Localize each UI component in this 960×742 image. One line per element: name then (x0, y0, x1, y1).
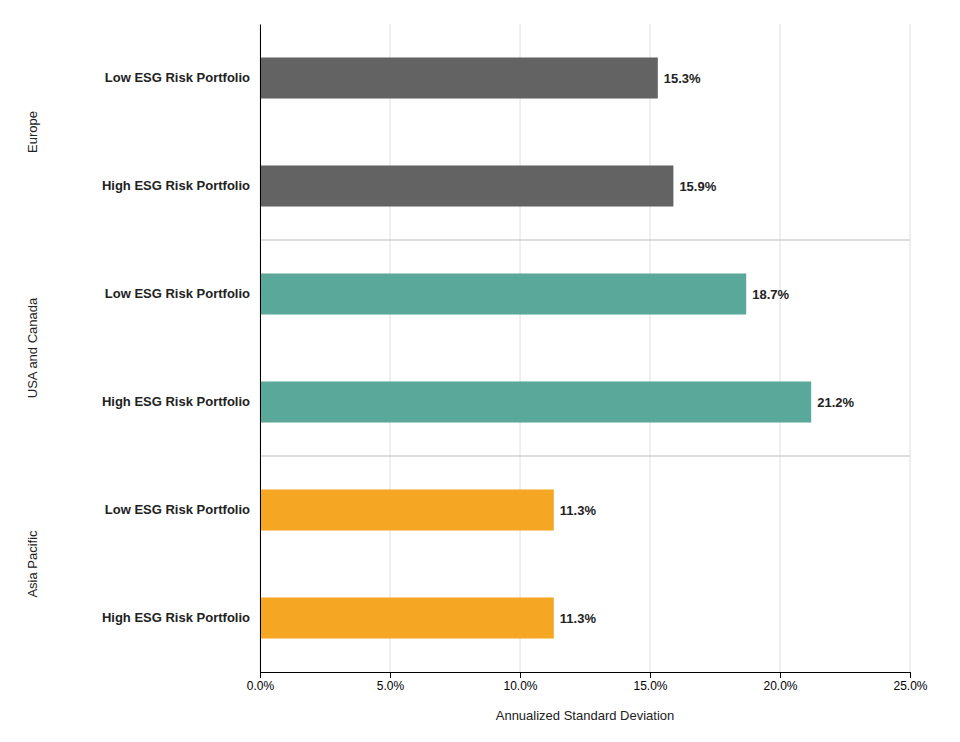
x-tick-mark (260, 672, 261, 678)
bar (260, 165, 673, 206)
x-tick-mark (390, 672, 391, 678)
y-tick: Low ESG Risk Portfolio (105, 502, 260, 517)
x-tick-label: 5.0% (377, 679, 405, 693)
data-label: 11.3% (560, 503, 597, 518)
y-tick: High ESG Risk Portfolio (102, 178, 260, 193)
bar (260, 381, 811, 422)
bar (260, 57, 658, 98)
x-tick: 10.0% (503, 672, 537, 693)
group-label: USA and Canada (25, 297, 40, 398)
separators (260, 240, 910, 456)
category-label: Low ESG Risk Portfolio (105, 502, 250, 517)
y-tick: Low ESG Risk Portfolio (105, 70, 260, 85)
x-tick-label: 0.0% (247, 679, 275, 693)
x-axis: 0.0% 5.0% 10.0% 15.0% 20.0% 25.0% (247, 672, 928, 693)
x-tick-label: 20.0% (763, 679, 797, 693)
annotations: Europe USA and Canada Asia Pacific (25, 111, 40, 598)
x-tick-mark (520, 672, 521, 678)
grid-line (260, 24, 261, 672)
category-label: High ESG Risk Portfolio (102, 394, 250, 409)
x-tick-label: 25.0% (893, 679, 927, 693)
x-tick: 15.0% (633, 672, 667, 693)
x-tick: 20.0% (763, 672, 797, 693)
chart: 0.0% 5.0% 10.0% 15.0% 20.0% 25.0% Low ESG Risk… (0, 0, 960, 742)
bar (260, 489, 554, 530)
y-axis-line (260, 25, 261, 673)
category-label: Low ESG Risk Portfolio (105, 286, 250, 301)
group-label: Europe (25, 111, 40, 153)
grid-line (390, 24, 391, 672)
grid-line (780, 24, 781, 672)
y-axis: Low ESG Risk Portfolio High ESG Risk Port… (102, 25, 261, 673)
bar (260, 273, 746, 314)
category-label: Low ESG Risk Portfolio (105, 70, 250, 85)
x-tick: 25.0% (893, 672, 927, 693)
x-tick-mark (650, 672, 651, 678)
plot: 0.0% 5.0% 10.0% 15.0% 20.0% 25.0% Low ESG Risk… (25, 24, 928, 723)
data-label: 11.3% (560, 611, 597, 626)
y-tick: High ESG Risk Portfolio (102, 610, 260, 625)
group-separator (260, 456, 910, 457)
grid-line (910, 24, 911, 672)
x-tick-mark (780, 672, 781, 678)
grid (260, 24, 910, 672)
x-tick: 5.0% (377, 672, 405, 693)
y-tick: High ESG Risk Portfolio (102, 394, 260, 409)
x-tick-mark (910, 672, 911, 678)
group-separator (260, 240, 910, 241)
data-label: 15.3% (664, 71, 701, 86)
category-label: High ESG Risk Portfolio (102, 178, 250, 193)
x-tick-label: 10.0% (503, 679, 537, 693)
data-label: 15.9% (679, 179, 716, 194)
data-label: 18.7% (752, 287, 789, 302)
grid-line (650, 24, 651, 672)
y-tick: Low ESG Risk Portfolio (105, 286, 260, 301)
x-axis-title: Annualized Standard Deviation (496, 708, 675, 723)
data-labels: 15.3% 15.9% 18.7% 21.2% 11.3% 11.3% (560, 71, 855, 626)
data-label: 21.2% (817, 395, 854, 410)
bars (260, 57, 811, 638)
grid-line (520, 24, 521, 672)
x-axis-line (261, 673, 911, 679)
x-tick-label: 15.0% (633, 679, 667, 693)
x-tick: 0.0% (247, 672, 275, 693)
group-label: Asia Pacific (25, 530, 40, 598)
bar (260, 597, 554, 638)
category-label: High ESG Risk Portfolio (102, 610, 250, 625)
